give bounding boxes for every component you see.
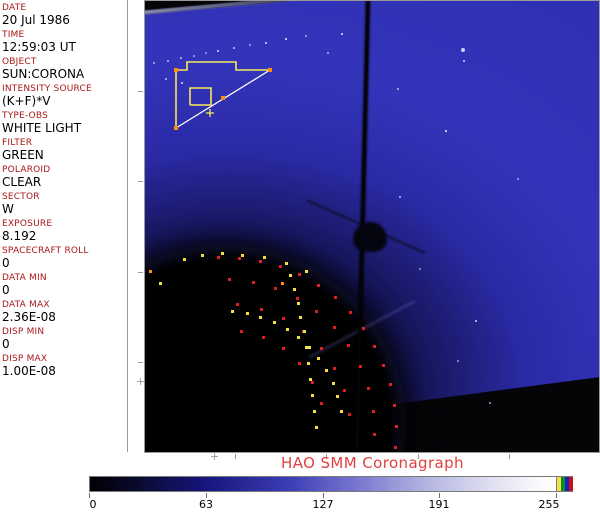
metadata-label: FILTER	[2, 138, 127, 148]
metadata-row: POLAROID CLEAR	[2, 165, 127, 189]
region-polygon-overlay	[145, 0, 600, 452]
metadata-value: GREEN	[2, 148, 127, 162]
metadata-label: DISP MAX	[2, 354, 127, 364]
metadata-label: OBJECT	[2, 57, 127, 67]
metadata-value: 0	[2, 256, 127, 270]
metadata-label: DATA MIN	[2, 273, 127, 283]
metadata-value: 8.192	[2, 229, 127, 243]
colorbar-gradient	[89, 476, 557, 492]
metadata-row: DATA MAX 2.36E-08	[2, 300, 127, 324]
metadata-label: TIME	[2, 30, 127, 40]
metadata-row: INTENSITY SOURCE (K+F)*V	[2, 84, 127, 108]
metadata-label: SPACECRAFT ROLL	[2, 246, 127, 256]
metadata-value: W	[2, 202, 127, 216]
metadata-row: DATE 20 Jul 1986	[2, 3, 127, 27]
metadata-sidebar: DATE 20 Jul 1986 TIME 12:59:03 UT OBJECT…	[0, 0, 128, 452]
axis-tick-left	[138, 272, 143, 273]
metadata-row: FILTER GREEN	[2, 138, 127, 162]
metadata-label: DATA MAX	[2, 300, 127, 310]
colorbar-tick-label: 191	[429, 499, 450, 511]
axis-crosshair-marker: +	[136, 376, 145, 387]
metadata-value: WHITE LIGHT	[2, 121, 127, 135]
metadata-label: POLAROID	[2, 165, 127, 175]
metadata-label: TYPE-OBS	[2, 111, 127, 121]
metadata-row: TYPE-OBS WHITE LIGHT	[2, 111, 127, 135]
axis-tick-left	[138, 362, 143, 363]
metadata-row: SECTOR W	[2, 192, 127, 216]
colorbar-tick-label: 63	[199, 499, 213, 511]
metadata-row: OBJECT SUN:CORONA	[2, 57, 127, 81]
region-polygon-notch	[190, 88, 211, 105]
metadata-label: SECTOR	[2, 192, 127, 202]
metadata-value: 20 Jul 1986	[2, 13, 127, 27]
metadata-value: SUN:CORONA	[2, 67, 127, 81]
metadata-row: DATA MIN 0	[2, 273, 127, 297]
metadata-row: SPACECRAFT ROLL 0	[2, 246, 127, 270]
colorbar-tick-label: 127	[313, 499, 334, 511]
metadata-value: 1.00E-08	[2, 364, 127, 378]
metadata-label: DISP MIN	[2, 327, 127, 337]
metadata-row: EXPOSURE 8.192	[2, 219, 127, 243]
axis-tick-left	[138, 181, 143, 182]
metadata-row: TIME 12:59:03 UT	[2, 30, 127, 54]
metadata-row: DISP MAX 1.00E-08	[2, 354, 127, 378]
metadata-value: CLEAR	[2, 175, 127, 189]
metadata-value: 0	[2, 337, 127, 351]
metadata-label: EXPOSURE	[2, 219, 127, 229]
colorbar-tick-label: 0	[90, 499, 97, 511]
metadata-value: (K+F)*V	[2, 94, 127, 108]
axis-tick-left	[138, 91, 143, 92]
coronagraph-image[interactable]	[145, 0, 600, 452]
colorbar-tick-label: 255	[539, 499, 560, 511]
metadata-value: 2.36E-08	[2, 310, 127, 324]
metadata-label: INTENSITY SOURCE	[2, 84, 127, 94]
colorbar-reserved-red	[569, 476, 573, 492]
region-center-crosshair	[206, 109, 214, 117]
metadata-value: 12:59:03 UT	[2, 40, 127, 54]
metadata-row: DISP MIN 0	[2, 327, 127, 351]
colorbar[interactable]: 0 63 127 191 255	[89, 476, 572, 492]
metadata-label: DATE	[2, 3, 127, 13]
image-title: HAO SMM Coronagraph	[145, 455, 600, 472]
metadata-value: 0	[2, 283, 127, 297]
